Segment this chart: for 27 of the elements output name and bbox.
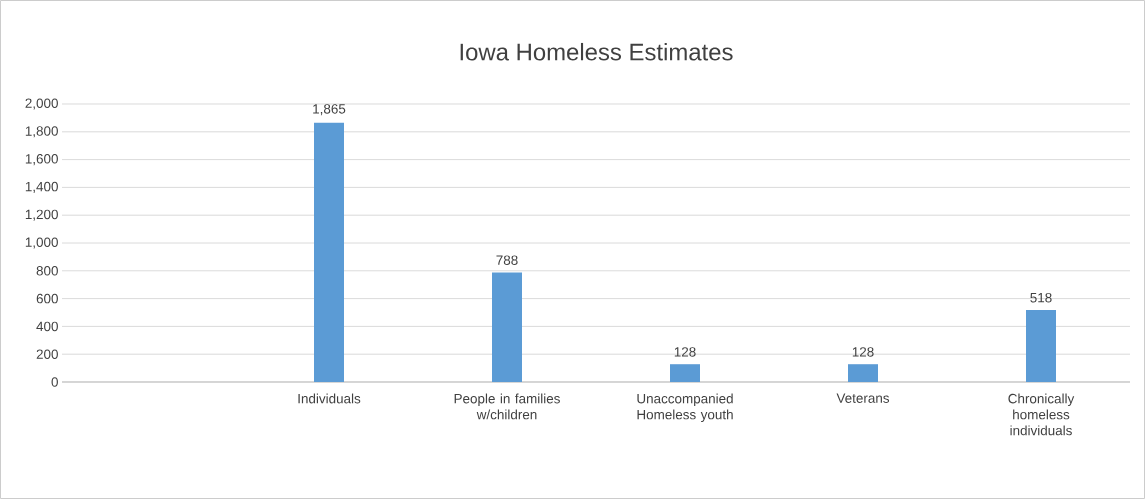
data-label: 1,865 — [313, 104, 346, 116]
y-tick-label: 1,200 — [25, 209, 58, 221]
y-tick-label: 200 — [36, 349, 58, 359]
y-tick-label: 2,000 — [25, 98, 58, 110]
data-label: 788 — [496, 255, 518, 265]
x-tick-label: Veterans — [836, 393, 890, 403]
bar — [492, 272, 522, 382]
bar — [848, 364, 878, 382]
chart-title: Iowa Homeless Estimates — [460, 42, 733, 61]
y-tick-label: 400 — [36, 321, 58, 332]
y-tick-label: 1,600 — [25, 154, 58, 166]
y-tick-label: 1,400 — [25, 181, 58, 193]
bar — [670, 364, 700, 382]
x-tick-label: Unaccompanied Homeless youth — [637, 393, 733, 422]
y-tick-label: 800 — [36, 266, 58, 276]
y-tick-label: 1,000 — [25, 237, 58, 249]
bar — [1026, 310, 1056, 382]
x-tick-label: Individuals — [298, 393, 361, 404]
y-tick-label: 0 — [51, 377, 58, 387]
data-label: 518 — [1030, 292, 1052, 303]
data-label: 128 — [674, 347, 696, 357]
y-tick-label: 1,800 — [25, 126, 58, 138]
y-tick-label: 600 — [36, 293, 58, 304]
x-tick-label: Chronically homeless individuals — [1008, 393, 1075, 436]
bar — [314, 122, 344, 382]
x-tick-label: People in families w/children — [454, 393, 560, 420]
data-label: 128 — [852, 347, 874, 357]
